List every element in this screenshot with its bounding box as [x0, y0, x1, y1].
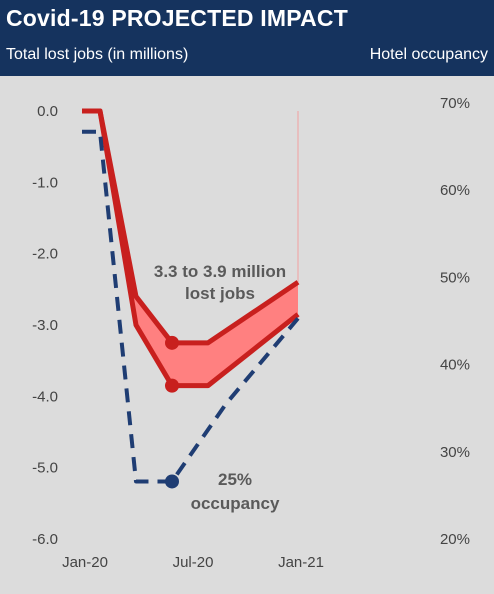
y-left-tick-label: -2.0	[32, 246, 58, 263]
job-loss-lower-line	[82, 108, 300, 389]
occupancy-annotation-line2: occupancy	[191, 494, 280, 513]
y-left-tick-label: 0.0	[37, 103, 58, 120]
chart-header: Covid-19 PROJECTED IMPACT Total lost job…	[0, 0, 494, 76]
y-right-tick-label: 70%	[440, 95, 470, 112]
left-axis-title: Total lost jobs (in millions)	[6, 46, 189, 63]
y-right-tick-label: 60%	[440, 182, 470, 199]
y-left-tick-label: -1.0	[32, 174, 58, 191]
right-axis-title: Hotel occupancy	[369, 46, 488, 63]
y-right-tick-label: 40%	[440, 357, 470, 374]
data-marker	[165, 378, 179, 393]
jobs-annotation-line1: 3.3 to 3.9 million	[154, 262, 286, 281]
data-marker	[165, 335, 179, 350]
y-right-tick-label: 30%	[440, 444, 470, 461]
x-tick-label: Jan-21	[278, 554, 324, 571]
occupancy-annotation-line1: 25%	[218, 470, 252, 489]
occupancy-series-line	[82, 129, 300, 484]
y-right-tick-label: 20%	[440, 531, 470, 548]
y-left-tick-label: -5.0	[32, 460, 58, 477]
jobs-annotation-line2: lost jobs	[185, 284, 255, 303]
y-left-tick-label: -4.0	[32, 388, 58, 405]
y-right-tick-label: 50%	[440, 269, 470, 286]
data-marker	[165, 474, 179, 489]
y-left-tick-label: -6.0	[32, 531, 58, 548]
x-tick-label: Jan-20	[62, 554, 108, 571]
chart-title: Covid-19 PROJECTED IMPACT	[6, 5, 348, 31]
y-left-tick-label: -3.0	[32, 317, 58, 334]
x-tick-label: Jul-20	[173, 554, 214, 571]
